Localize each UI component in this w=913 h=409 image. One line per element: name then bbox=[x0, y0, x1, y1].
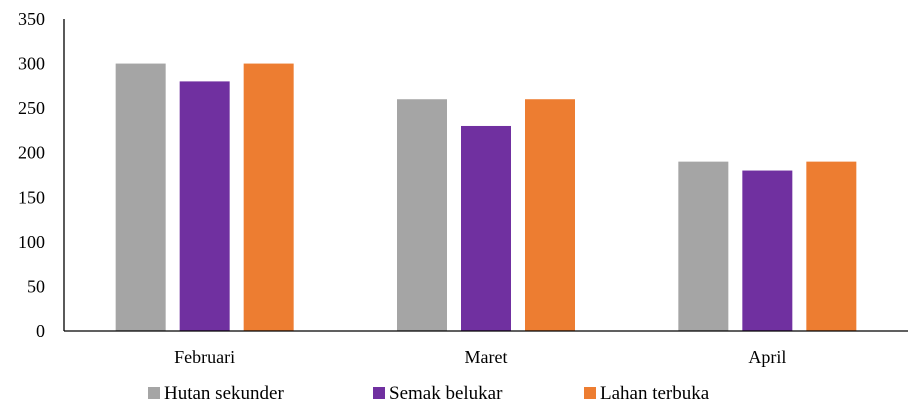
legend-label: Lahan terbuka bbox=[600, 383, 710, 404]
legend: Hutan sekunder Semak belukar Lahan terbuka bbox=[148, 383, 710, 404]
x-category-label: April bbox=[748, 347, 786, 367]
bar-semak-belukar-april bbox=[742, 170, 793, 331]
legend-label: Semak belukar bbox=[389, 383, 503, 404]
x-axis: Februari Maret April bbox=[64, 330, 908, 367]
y-tick-label: 200 bbox=[18, 143, 45, 163]
bar-semak-belukar-maret bbox=[461, 125, 511, 331]
bar-lahan-terbuka-april bbox=[806, 161, 857, 331]
legend-label: Hutan sekunder bbox=[164, 383, 284, 404]
y-axis: 0 50 100 150 200 250 300 350 bbox=[18, 9, 65, 341]
bar-hutan-sekunder-februari bbox=[115, 63, 166, 331]
legend-swatch bbox=[148, 387, 160, 399]
y-tick-label: 250 bbox=[18, 98, 45, 118]
y-tick-label: 50 bbox=[27, 276, 45, 296]
y-tick-label: 300 bbox=[18, 54, 45, 74]
bar-semak-belukar-februari bbox=[179, 81, 230, 332]
bar-hutan-sekunder-april bbox=[678, 161, 729, 331]
bars bbox=[115, 63, 857, 332]
y-tick-label: 0 bbox=[36, 321, 45, 341]
x-category-label: Februari bbox=[174, 347, 235, 367]
legend-item: Lahan terbuka bbox=[584, 383, 710, 404]
legend-swatch bbox=[584, 387, 596, 399]
y-tick-label: 350 bbox=[18, 9, 45, 29]
bar-lahan-terbuka-maret bbox=[525, 99, 575, 331]
x-category-label: Maret bbox=[465, 347, 508, 367]
legend-item: Hutan sekunder bbox=[148, 383, 284, 404]
bar-hutan-sekunder-maret bbox=[397, 99, 447, 331]
legend-swatch bbox=[373, 387, 385, 399]
bar-lahan-terbuka-februari bbox=[243, 63, 294, 331]
y-tick-label: 150 bbox=[18, 187, 45, 207]
legend-item: Semak belukar bbox=[373, 383, 503, 404]
y-tick-label: 100 bbox=[18, 232, 45, 252]
